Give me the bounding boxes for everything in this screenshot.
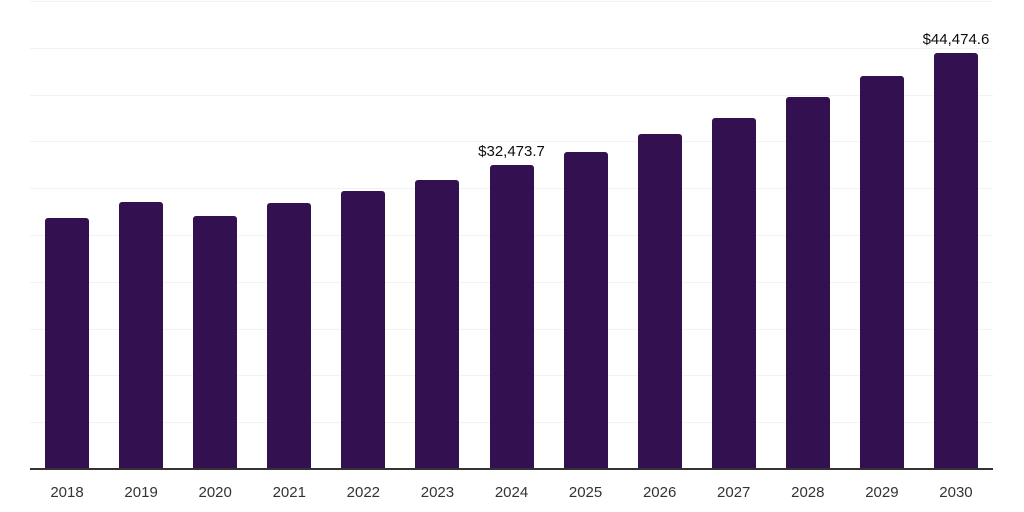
x-axis-label-2022: 2022 — [346, 484, 381, 501]
bar-2028[interactable] — [785, 96, 830, 469]
x-axis-label-2029: 2029 — [865, 484, 899, 501]
x-axis-label-2028: 2028 — [791, 484, 825, 501]
x-axis-label-2025: 2025 — [568, 484, 603, 501]
bar-2020[interactable] — [193, 215, 238, 469]
data-label-2024: $32,473.7 — [478, 143, 545, 161]
gridline-40000 — [30, 94, 993, 96]
x-axis-label-2027: 2027 — [717, 484, 751, 501]
bar-2023[interactable] — [415, 179, 460, 469]
gridline-35000 — [30, 141, 993, 143]
bar-2018[interactable] — [45, 218, 90, 469]
x-axis-label-2021: 2021 — [272, 484, 306, 501]
bar-2027[interactable] — [711, 118, 756, 469]
bar-2030[interactable] — [933, 52, 978, 469]
bar-2022[interactable] — [341, 191, 386, 469]
x-axis-label-2026: 2026 — [642, 484, 677, 501]
data-label-2030: $44,474.6 — [922, 30, 990, 48]
x-axis-label-2019: 2019 — [124, 484, 158, 501]
gridline-50000 — [30, 1, 993, 2]
x-axis-label-2018: 2018 — [50, 484, 84, 501]
bar-2021[interactable] — [267, 203, 312, 469]
bar-2029[interactable] — [859, 75, 904, 469]
x-axis-label-2023: 2023 — [420, 484, 455, 501]
bar-2019[interactable] — [119, 202, 164, 469]
x-axis-line — [30, 468, 993, 470]
x-axis-label-2020: 2020 — [198, 484, 232, 501]
x-axis-label-2030: 2030 — [939, 484, 973, 501]
gridline-45000 — [30, 47, 993, 49]
bar-2026[interactable] — [637, 133, 682, 469]
x-axis-label-2024: 2024 — [494, 484, 529, 501]
bar-2024[interactable] — [489, 165, 534, 469]
bar-2025[interactable] — [563, 152, 608, 469]
